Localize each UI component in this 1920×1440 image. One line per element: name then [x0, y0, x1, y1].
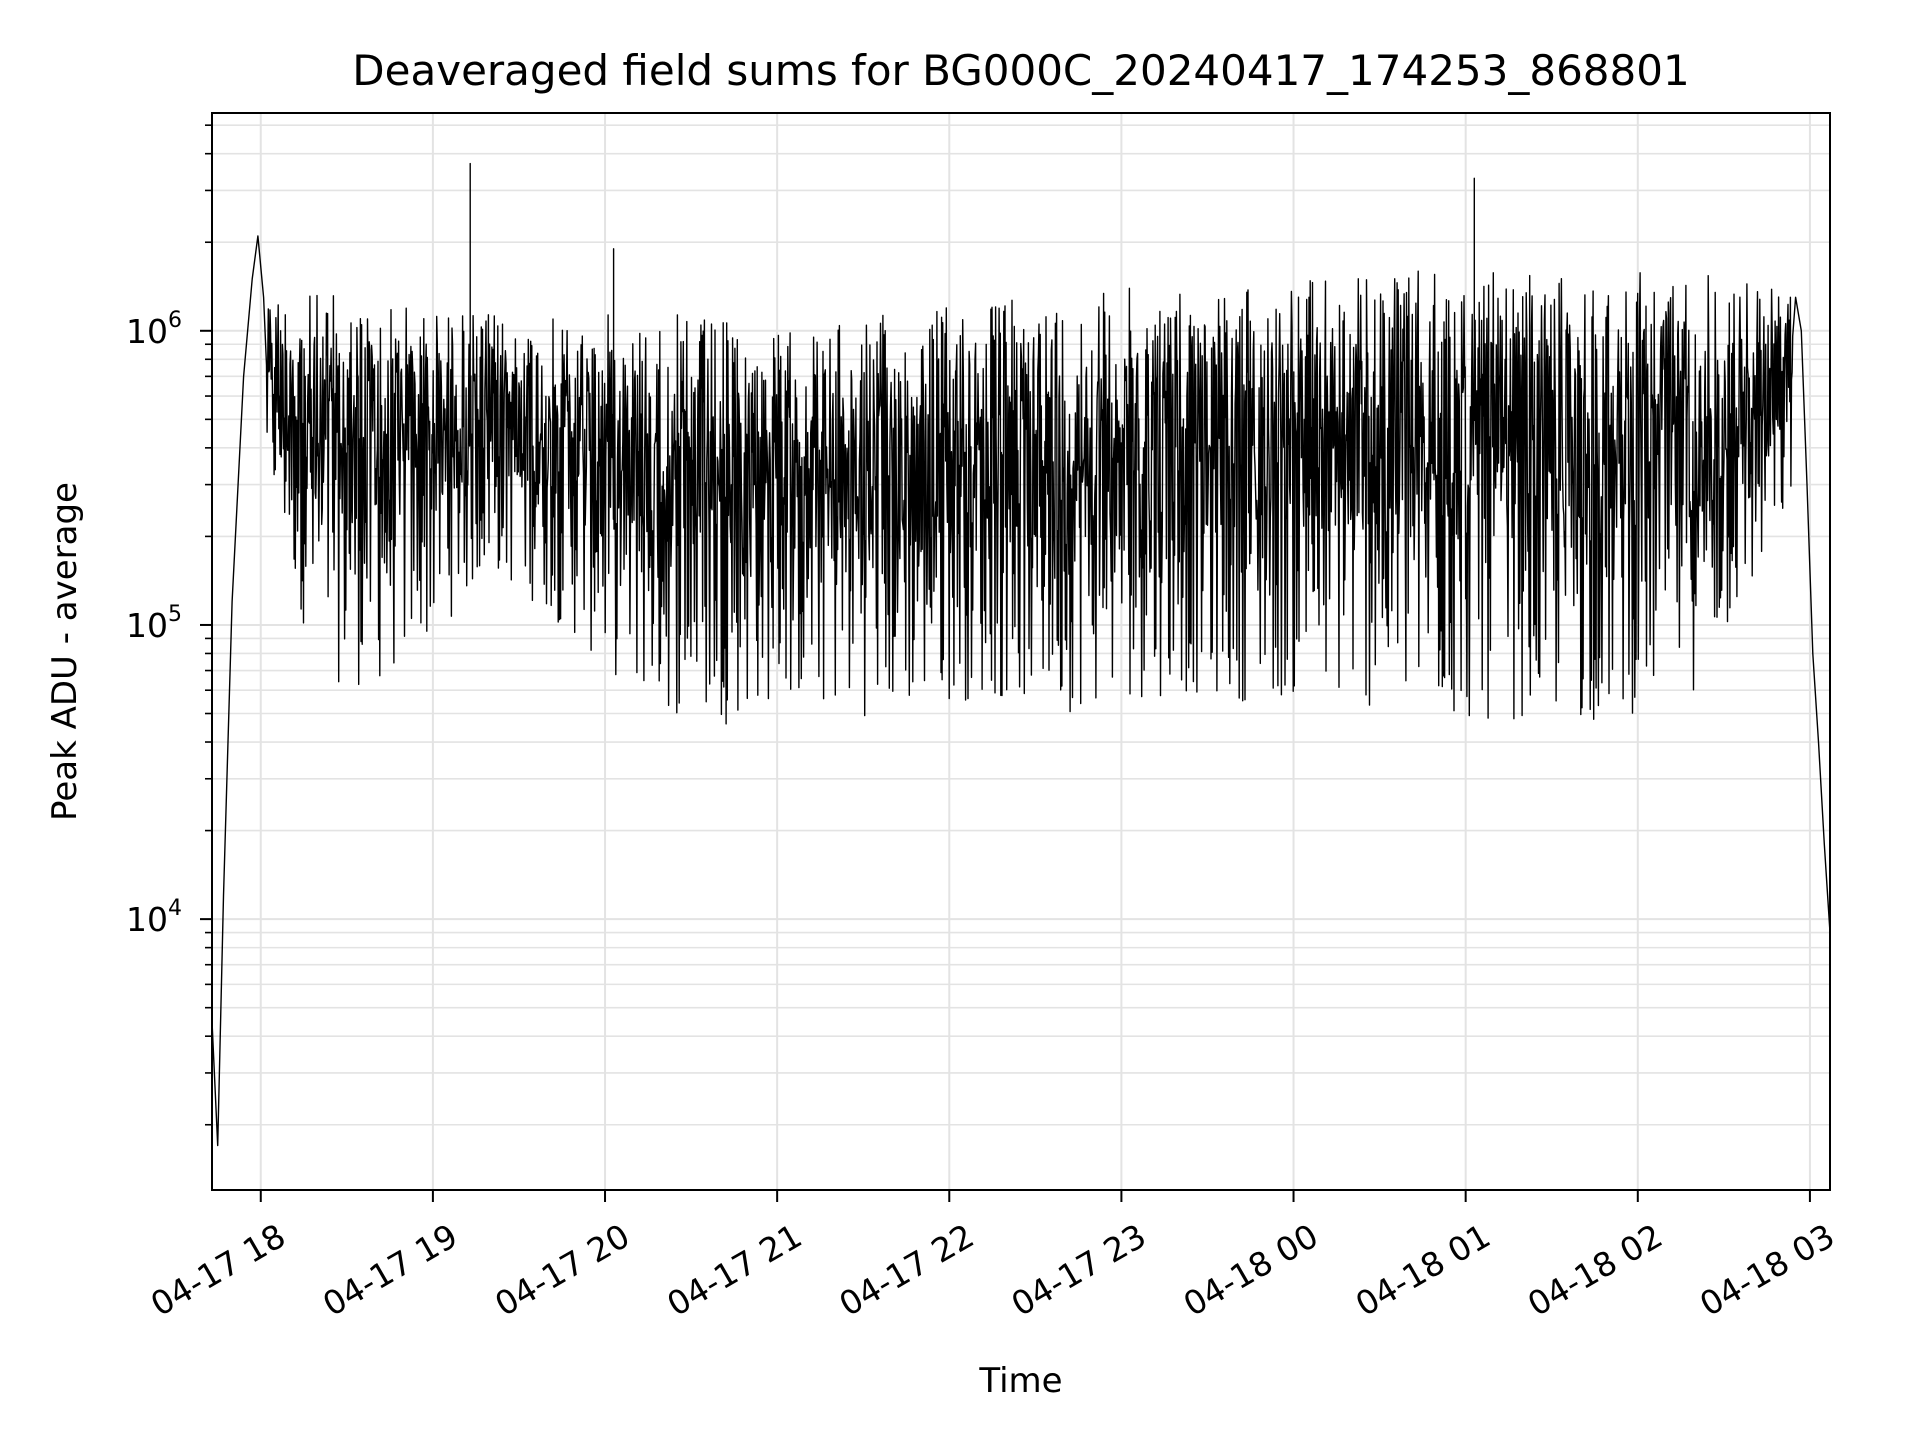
chart-title: Deaveraged field sums for BG000C_2024041…: [352, 46, 1689, 95]
y-tick-label: 105: [126, 602, 182, 645]
plot-data: [211, 162, 1831, 1147]
y-tick-label: 104: [126, 896, 182, 939]
x-axis-label: Time: [978, 1361, 1062, 1401]
y-axis-ticks: 104 105 106: [126, 124, 212, 1126]
series-line: [211, 162, 1831, 1147]
y-tick-label: 106: [126, 308, 182, 351]
y-axis-label: Peak ADU - average: [45, 482, 85, 821]
plot-frame: [211, 112, 1831, 1191]
